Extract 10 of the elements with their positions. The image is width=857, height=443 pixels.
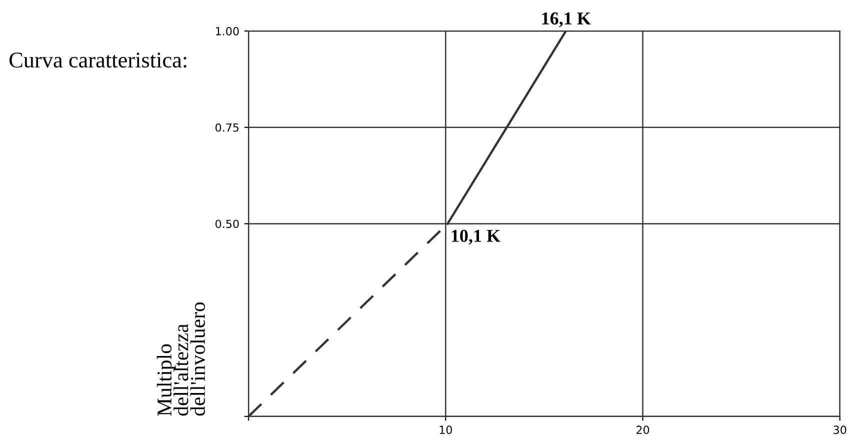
x-tick-label: 10 bbox=[440, 426, 452, 434]
y-axis-title: Multiplo dell'altezza dell'involuero bbox=[156, 302, 205, 416]
x-tick-label: 20 bbox=[636, 426, 650, 434]
text: Curva caratteristica: bbox=[9, 52, 186, 68]
x-tick-label: 30 bbox=[834, 426, 846, 434]
y-tick-label: 1.00 bbox=[216, 26, 239, 36]
annotation: 10,1 K bbox=[452, 230, 500, 245]
y-tick-label: 0.75 bbox=[215, 123, 239, 132]
annotation: 16,1 K bbox=[542, 12, 591, 28]
y-tick-label: 0.50 bbox=[215, 220, 239, 228]
